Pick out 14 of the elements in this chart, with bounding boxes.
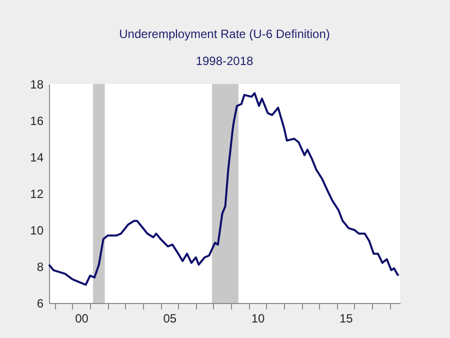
y-tick-label: 16	[30, 114, 44, 128]
y-tick-label: 14	[30, 150, 44, 164]
x-tick-label: 00	[75, 312, 89, 326]
y-tick-label: 10	[30, 224, 44, 238]
chart-subtitle: 1998-2018	[196, 54, 254, 68]
x-tick-label: 10	[251, 312, 265, 326]
y-tick-label: 8	[36, 260, 44, 274]
x-tick-label: 15	[339, 312, 354, 326]
y-tick-label: 6	[36, 296, 44, 310]
y-tick-label: 12	[30, 187, 44, 201]
line-series	[48, 92, 400, 286]
x-tick-label: 05	[163, 312, 177, 326]
chart-title: Underemployment Rate (U-6 Definition)	[119, 27, 330, 41]
y-tick-label: 18	[30, 78, 44, 92]
